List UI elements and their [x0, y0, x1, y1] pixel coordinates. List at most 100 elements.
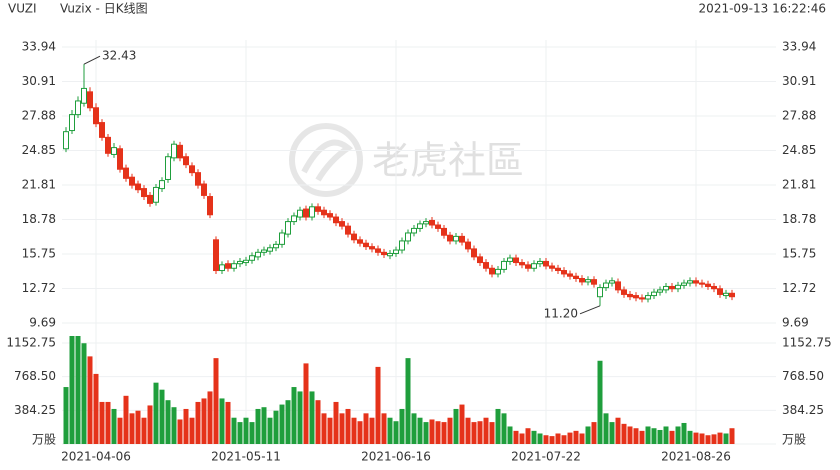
candle-body: [489, 267, 495, 275]
candle-body: [663, 285, 669, 291]
candle-body: [681, 282, 687, 286]
candle-body: [243, 259, 249, 264]
candle-body: [405, 232, 411, 242]
candle-body: [339, 221, 345, 227]
volume-bar: [231, 417, 237, 444]
candle-body: [123, 167, 129, 179]
volume-bar: [579, 433, 585, 444]
volume-bar: [645, 426, 651, 444]
candle-body: [321, 209, 327, 216]
candle-body: [543, 260, 549, 267]
volume-bars: [63, 336, 735, 444]
volume-bar: [291, 387, 297, 444]
y-tick-label: 18.78: [22, 212, 56, 226]
volume-bar: [585, 426, 591, 444]
candle-body: [621, 289, 627, 295]
y-tick-label-right: 18.78: [782, 212, 816, 226]
volume-bar: [501, 413, 507, 444]
volume-bar: [489, 422, 495, 444]
candle-body: [117, 148, 123, 170]
candle-body: [639, 297, 645, 300]
volume-bar: [243, 417, 249, 444]
candle-body: [279, 232, 285, 245]
volume-bar: [465, 417, 471, 444]
volume-bar: [405, 358, 411, 444]
candle-body: [399, 240, 405, 251]
candle-body: [111, 147, 117, 155]
candle-body: [183, 156, 189, 166]
volume-bar: [141, 417, 147, 444]
candle-body: [285, 221, 291, 235]
volume-bar: [177, 419, 183, 444]
candle-body: [435, 224, 441, 229]
candle-body: [165, 156, 171, 180]
candle-body: [669, 285, 675, 290]
candle-body: [189, 165, 195, 174]
volume-tick-label-right: 1152.75: [782, 336, 832, 350]
x-tick-label: 2021-06-16: [361, 450, 431, 464]
timestamp: 2021-09-13 16:22:46: [699, 2, 826, 16]
volume-bar: [249, 422, 255, 444]
volume-bar: [321, 413, 327, 444]
volume-bar: [189, 417, 195, 444]
candle-body: [537, 260, 543, 265]
y-tick-label-right: 9.69: [782, 316, 809, 330]
y-tick-label: 15.75: [22, 247, 56, 261]
candle-body: [363, 242, 369, 248]
volume-bar: [573, 430, 579, 444]
candle-body: [297, 209, 303, 218]
candle-body: [723, 292, 729, 297]
candle-body: [711, 285, 717, 290]
candle-body: [693, 280, 699, 284]
volume-bar: [285, 400, 291, 444]
candle-body: [129, 176, 135, 186]
volume-bar: [357, 421, 363, 444]
y-tick-label: 24.85: [22, 143, 56, 157]
volume-bar: [483, 417, 489, 444]
candle-body: [309, 206, 315, 218]
volume-tick-label-right: 384.25: [782, 403, 824, 417]
volume-bar: [333, 401, 339, 444]
annotation-leader: [83, 55, 101, 65]
volume-bar: [423, 422, 429, 444]
volume-bar: [75, 336, 81, 444]
volume-bar: [459, 404, 465, 444]
candle-body: [579, 277, 585, 283]
volume-tick-label: 768.50: [14, 369, 56, 383]
candle-body: [177, 144, 183, 159]
candle-body: [147, 194, 153, 204]
candle-body: [705, 283, 711, 287]
x-tick-label: 2021-08-26: [661, 450, 731, 464]
volume-bar: [351, 417, 357, 444]
candle-body: [75, 100, 81, 116]
y-tick-label-right: 12.72: [782, 281, 816, 295]
y-tick-label: 27.88: [22, 108, 56, 122]
candle-body: [417, 223, 423, 229]
candle-body: [411, 227, 417, 234]
candle-body: [441, 227, 447, 236]
volume-bar: [693, 432, 699, 444]
candle-body: [627, 293, 633, 298]
volume-bar: [171, 407, 177, 444]
candle-body: [447, 234, 453, 242]
volume-bar: [213, 358, 219, 444]
volume-tick-label: 1152.75: [6, 336, 56, 350]
x-tick-label: 2021-07-22: [511, 450, 581, 464]
candle-body: [633, 295, 639, 299]
candle-body: [207, 196, 213, 216]
volume-bar: [435, 421, 441, 444]
candle-body: [477, 256, 483, 264]
volume-bar: [681, 422, 687, 444]
volume-bar: [633, 428, 639, 444]
candle-body: [375, 248, 381, 253]
volume-bar: [549, 436, 555, 444]
annotation-leader: [579, 305, 601, 315]
candle-body: [201, 183, 207, 196]
volume-bar: [519, 433, 525, 444]
volume-bar: [441, 422, 447, 444]
volume-bar: [609, 422, 615, 444]
volume-bar: [417, 417, 423, 444]
candle-body: [225, 263, 231, 269]
y-tick-label-right: 27.88: [782, 108, 816, 122]
